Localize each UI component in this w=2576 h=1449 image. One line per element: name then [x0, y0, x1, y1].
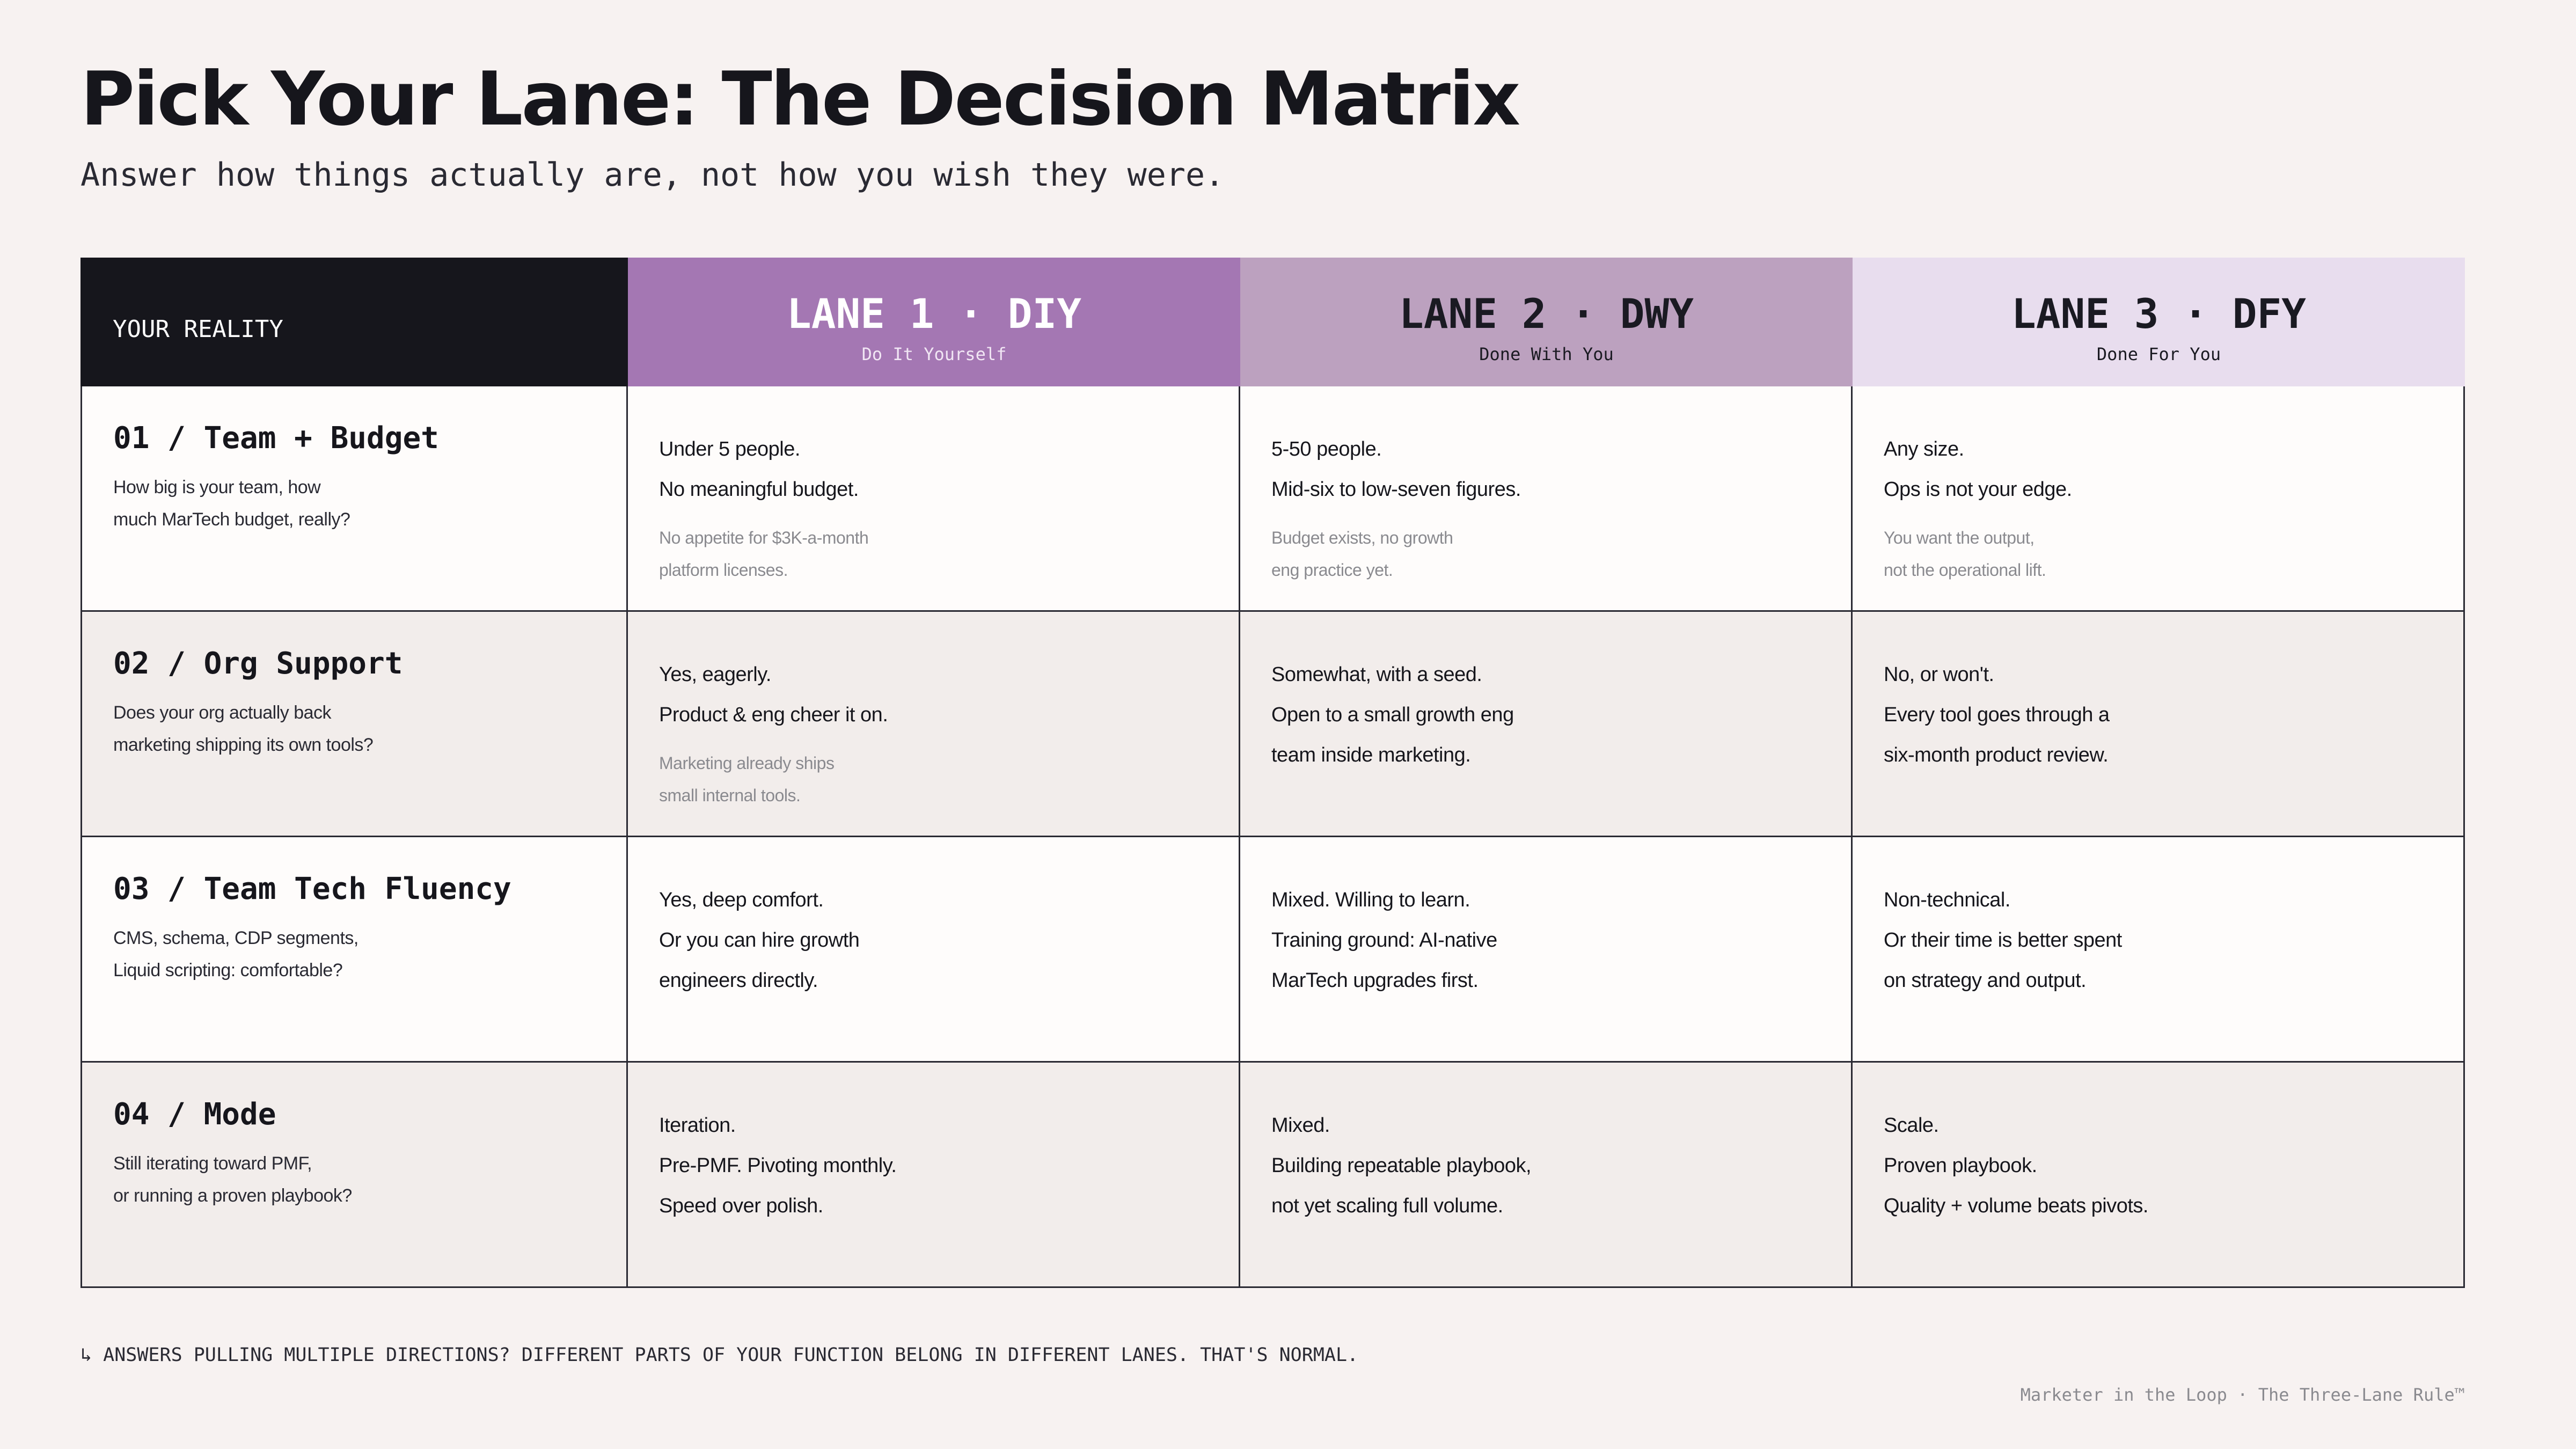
answer-line: MarTech upgrades first.: [1271, 969, 1479, 992]
answer-line: six-month product review.: [1884, 744, 2109, 766]
answer-line: team inside marketing.: [1271, 744, 1471, 766]
answer-line: not yet scaling full volume.: [1271, 1195, 1503, 1217]
answer-line: Under 5 people.: [659, 438, 800, 460]
answer-line: Mid-six to low-seven figures.: [1271, 478, 1521, 501]
answer-line: Iteration.: [659, 1114, 736, 1137]
answer-line: Quality + volume beats pivots.: [1884, 1195, 2148, 1217]
row-description-line: Still iterating toward PMF,: [113, 1153, 312, 1174]
lane-3-title: LANE 3 · DFY: [2011, 290, 2307, 338]
row-header: 02 / Org Support Does your org actually b…: [80, 612, 628, 837]
header-lane-2: LANE 2 · DWY Done With You: [1240, 258, 1853, 386]
row-description: CMS, schema, CDP segments, Liquid scripti…: [113, 922, 595, 986]
footnote: ↳ ANSWERS PULLING MULTIPLE DIRECTIONS? D…: [80, 1344, 1359, 1366]
answer-line: Ops is not your edge.: [1884, 478, 2072, 501]
answer-cell-lane-3: Any size. Ops is not your edge. You want t…: [1853, 386, 2465, 612]
answer-line: Non-technical.: [1884, 889, 2010, 911]
answer-line: Or you can hire growth: [659, 929, 860, 952]
answer-line: Building repeatable playbook,: [1271, 1154, 1532, 1177]
answer-line: No meaningful budget.: [659, 478, 859, 501]
row-header: 01 / Team + Budget How big is your team, …: [80, 386, 628, 612]
lane-2-subtitle: Done With You: [1479, 344, 1614, 364]
answer-note-line: Marketing already ships: [659, 753, 835, 773]
lane-2-title: LANE 2 · DWY: [1399, 290, 1694, 338]
answer-line: Yes, eagerly.: [659, 663, 771, 686]
answer-line: Mixed.: [1271, 1114, 1330, 1137]
row-description-line: much MarTech budget, really?: [113, 509, 350, 530]
answer-line: Or their time is better spent: [1884, 929, 2122, 952]
answer-cell-lane-1: Yes, eagerly. Product & eng cheer it on. M…: [628, 612, 1240, 837]
credit-line: Marketer in the Loop · The Three-Lane Ru…: [2020, 1385, 2465, 1405]
page-subtitle: Answer how things actually are, not how …: [80, 156, 1225, 194]
answer-line: Pre-PMF. Pivoting monthly.: [659, 1154, 897, 1177]
answer-note-line: eng practice yet.: [1271, 560, 1393, 580]
answer-line: Mixed. Willing to learn.: [1271, 889, 1470, 911]
row-description: How big is your team, how much MarTech bu…: [113, 471, 595, 536]
lane-3-subtitle: Done For You: [2096, 344, 2221, 364]
answer-cell-lane-2: Somewhat, with a seed. Open to a small gr…: [1240, 612, 1853, 837]
answer-line: Yes, deep comfort.: [659, 889, 824, 911]
answer-line: Somewhat, with a seed.: [1271, 663, 1482, 686]
row-description: Does your org actually back marketing shi…: [113, 697, 595, 761]
answer-line: No, or won't.: [1884, 663, 1994, 686]
answer-line: Scale.: [1884, 1114, 1939, 1137]
answer-note: No appetite for $3K-a-month platform lice…: [659, 522, 1208, 586]
answer-cell-lane-2: 5-50 people. Mid-six to low-seven figures…: [1240, 386, 1853, 612]
answer-cell-lane-3: Scale. Proven playbook. Quality + volume b…: [1853, 1063, 2465, 1288]
answer-note: You want the output, not the operational …: [1884, 522, 2432, 586]
answer-line: Every tool goes through a: [1884, 704, 2110, 726]
page-title: Pick Your Lane: The Decision Matrix: [80, 56, 1520, 142]
answer-cell-lane-3: No, or won't. Every tool goes through a si…: [1853, 612, 2465, 837]
answer-line: engineers directly.: [659, 969, 818, 992]
row-description-line: Liquid scripting: comfortable?: [113, 960, 343, 980]
answer-cell-lane-1: Under 5 people. No meaningful budget. No a…: [628, 386, 1240, 612]
row-description-line: or running a proven playbook?: [113, 1185, 352, 1206]
answer-line: Proven playbook.: [1884, 1154, 2037, 1177]
answer-note-line: No appetite for $3K-a-month: [659, 528, 869, 547]
row-title: 01 / Team + Budget: [113, 421, 439, 456]
answer-note-line: platform licenses.: [659, 560, 788, 580]
answer-note: Budget exists, no growth eng practice yet…: [1271, 522, 1820, 586]
header-your-reality-label: YOUR REALITY: [113, 315, 283, 343]
answer-line: on strategy and output.: [1884, 969, 2087, 992]
row-title: 03 / Team Tech Fluency: [113, 872, 511, 906]
answer-line: Open to a small growth eng: [1271, 704, 1514, 726]
answer-cell-lane-2: Mixed. Building repeatable playbook, not y…: [1240, 1063, 1853, 1288]
answer-cell-lane-1: Yes, deep comfort. Or you can hire growth…: [628, 837, 1240, 1063]
answer-line: Product & eng cheer it on.: [659, 704, 888, 726]
answer-note: Marketing already ships small internal to…: [659, 747, 1208, 811]
answer-cell-lane-1: Iteration. Pre-PMF. Pivoting monthly. Spee…: [628, 1063, 1240, 1288]
header-your-reality: YOUR REALITY: [80, 258, 628, 386]
answer-line: Speed over polish.: [659, 1195, 823, 1217]
row-header: 04 / Mode Still iterating toward PMF, or r…: [80, 1063, 628, 1288]
row-description-line: marketing shipping its own tools?: [113, 735, 374, 755]
row-description-line: Does your org actually back: [113, 702, 332, 723]
row-description-line: How big is your team, how: [113, 477, 321, 497]
lane-1-title: LANE 1 · DIY: [786, 290, 1082, 338]
row-title: 04 / Mode: [113, 1097, 276, 1132]
answer-note-line: not the operational lift.: [1884, 560, 2046, 580]
row-title: 02 / Org Support: [113, 646, 403, 681]
answer-note-line: You want the output,: [1884, 528, 2035, 547]
row-header: 03 / Team Tech Fluency CMS, schema, CDP s…: [80, 837, 628, 1063]
header-lane-1: LANE 1 · DIY Do It Yourself: [628, 258, 1240, 386]
answer-line: Training ground: AI-native: [1271, 929, 1497, 952]
answer-note-line: small internal tools.: [659, 786, 801, 805]
decision-matrix: YOUR REALITY LANE 1 · DIY Do It Yourself…: [80, 258, 2465, 1288]
row-description: Still iterating toward PMF, or running a …: [113, 1147, 595, 1212]
answer-cell-lane-3: Non-technical. Or their time is better sp…: [1853, 837, 2465, 1063]
answer-note-line: Budget exists, no growth: [1271, 528, 1453, 547]
header-lane-3: LANE 3 · DFY Done For You: [1853, 258, 2465, 386]
row-description-line: CMS, schema, CDP segments,: [113, 928, 358, 948]
lane-1-subtitle: Do It Yourself: [861, 344, 1007, 364]
answer-line: Any size.: [1884, 438, 1964, 460]
answer-line: 5-50 people.: [1271, 438, 1382, 460]
answer-cell-lane-2: Mixed. Willing to learn. Training ground:…: [1240, 837, 1853, 1063]
